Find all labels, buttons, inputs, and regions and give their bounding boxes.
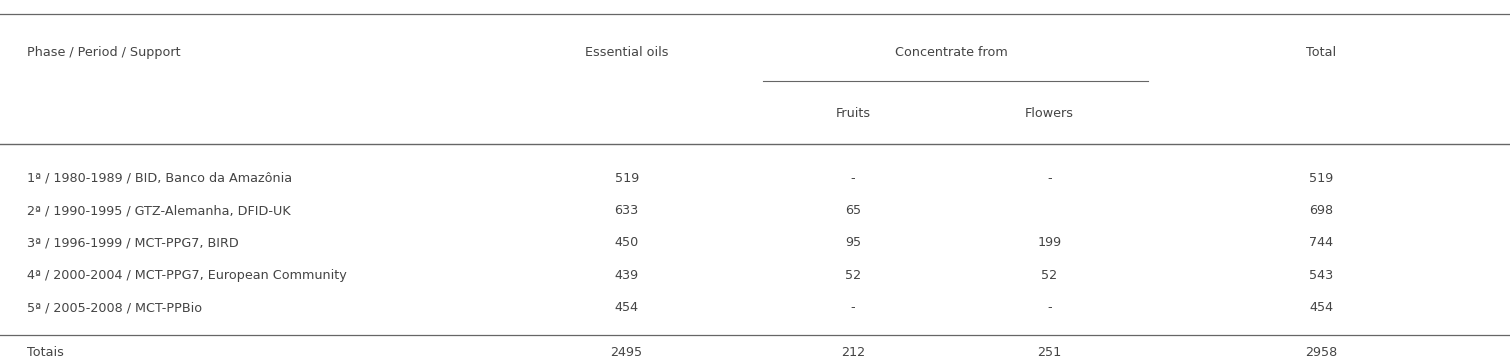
Text: 439: 439 xyxy=(615,269,639,282)
Text: 212: 212 xyxy=(841,346,865,359)
Text: 65: 65 xyxy=(846,204,861,217)
Text: 2ª / 1990-1995 / GTZ-Alemanha, DFID-UK: 2ª / 1990-1995 / GTZ-Alemanha, DFID-UK xyxy=(27,204,291,217)
Text: -: - xyxy=(1046,301,1052,314)
Text: Essential oils: Essential oils xyxy=(584,46,669,59)
Text: 4ª / 2000-2004 / MCT-PPG7, European Community: 4ª / 2000-2004 / MCT-PPG7, European Comm… xyxy=(27,269,347,282)
Text: -: - xyxy=(850,172,856,185)
Text: Total: Total xyxy=(1306,46,1336,59)
Text: 1ª / 1980-1989 / BID, Banco da Amazônia: 1ª / 1980-1989 / BID, Banco da Amazônia xyxy=(27,172,293,185)
Text: 251: 251 xyxy=(1037,346,1062,359)
Text: Fruits: Fruits xyxy=(835,107,871,120)
Text: 2958: 2958 xyxy=(1305,346,1338,359)
Text: Flowers: Flowers xyxy=(1025,107,1074,120)
Text: 519: 519 xyxy=(1309,172,1333,185)
Text: 52: 52 xyxy=(846,269,861,282)
Text: Concentrate from: Concentrate from xyxy=(895,46,1007,59)
Text: -: - xyxy=(850,301,856,314)
Text: -: - xyxy=(1046,172,1052,185)
Text: 95: 95 xyxy=(846,237,861,249)
Text: 519: 519 xyxy=(615,172,639,185)
Text: 454: 454 xyxy=(1309,301,1333,314)
Text: 199: 199 xyxy=(1037,237,1062,249)
Text: 52: 52 xyxy=(1042,269,1057,282)
Text: 450: 450 xyxy=(615,237,639,249)
Text: 454: 454 xyxy=(615,301,639,314)
Text: 2495: 2495 xyxy=(610,346,643,359)
Text: Phase / Period / Support: Phase / Period / Support xyxy=(27,46,181,59)
Text: 3ª / 1996-1999 / MCT-PPG7, BIRD: 3ª / 1996-1999 / MCT-PPG7, BIRD xyxy=(27,237,239,249)
Text: 5ª / 2005-2008 / MCT-PPBio: 5ª / 2005-2008 / MCT-PPBio xyxy=(27,301,202,314)
Text: Totais: Totais xyxy=(27,346,63,359)
Text: 698: 698 xyxy=(1309,204,1333,217)
Text: 744: 744 xyxy=(1309,237,1333,249)
Text: 633: 633 xyxy=(615,204,639,217)
Text: 543: 543 xyxy=(1309,269,1333,282)
